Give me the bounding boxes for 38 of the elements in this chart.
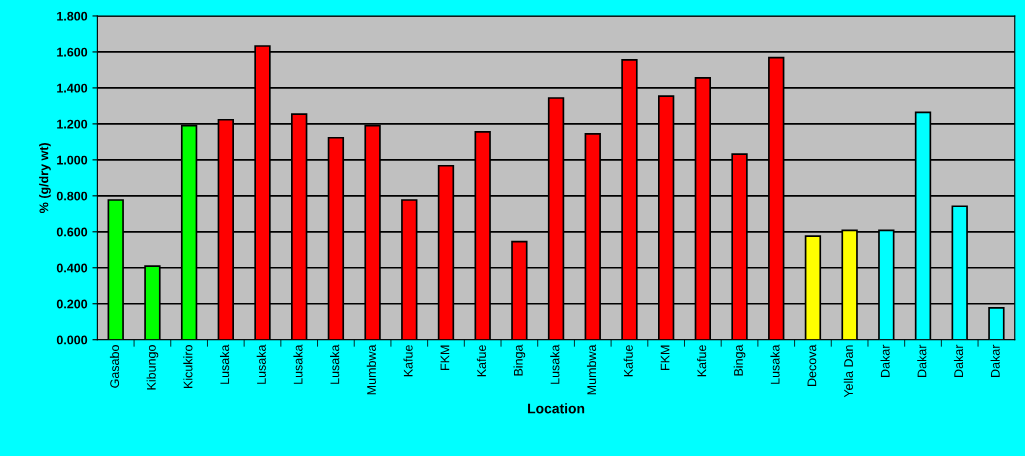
y-axis-title: % (g/dry wt): [39, 143, 51, 213]
y-tick-label: 0.800: [56, 191, 88, 201]
x-tick-label: Lusaka: [550, 344, 560, 384]
y-tick-label: 0.400: [56, 263, 88, 273]
x-tick-label: Kafue: [403, 345, 413, 377]
x-tick-label: Dakar: [990, 344, 1000, 377]
x-tick-label: Gasabo: [109, 345, 120, 388]
y-tick-label: 0.200: [56, 299, 88, 309]
y-tick-label: 1.400: [57, 83, 88, 93]
x-tick-label: Kafue: [623, 345, 633, 377]
x-tick-label: Lusaka: [293, 344, 303, 384]
x-tick-label: Yella Dan: [843, 345, 853, 398]
x-tick-label: Dakar: [880, 344, 890, 377]
x-tick-label: Kafue: [476, 345, 487, 377]
x-tick-label: Kibungo: [146, 345, 159, 390]
bar: [988, 307, 1005, 340]
x-tick-label: Kafue: [697, 345, 707, 377]
x-tick-label: Lusaka: [770, 344, 780, 384]
x-tick-label: FKM: [440, 345, 450, 370]
y-tick-label: 1.600: [57, 47, 88, 57]
x-tick-label: Lusaka: [256, 344, 266, 384]
x-tick-label: Binga: [733, 344, 746, 376]
x-tick-label: Mumbwa: [586, 344, 597, 395]
y-tick-label: 0.000: [56, 335, 88, 345]
x-tick-label: FKM: [660, 345, 670, 370]
x-tick-label: Kicukiro: [183, 345, 193, 389]
y-tick-label: 0.600: [56, 227, 88, 237]
x-tick-label: Lusaka: [219, 344, 230, 384]
x-tick-label: Binga: [513, 344, 526, 376]
x-tick-label: Mumbwa: [366, 344, 376, 395]
x-tick-label: Dakar: [917, 344, 927, 377]
x-tick-label: Lusaka: [330, 344, 340, 384]
x-axis-title: Location: [528, 403, 585, 414]
y-tick-label: 1.200: [57, 119, 88, 129]
y-tick-label: 1.800: [57, 11, 88, 21]
x-tick-label: Decova: [807, 344, 817, 386]
y-tick-label: 1.000: [57, 155, 88, 165]
x-tick-label: Dakar: [953, 344, 964, 377]
